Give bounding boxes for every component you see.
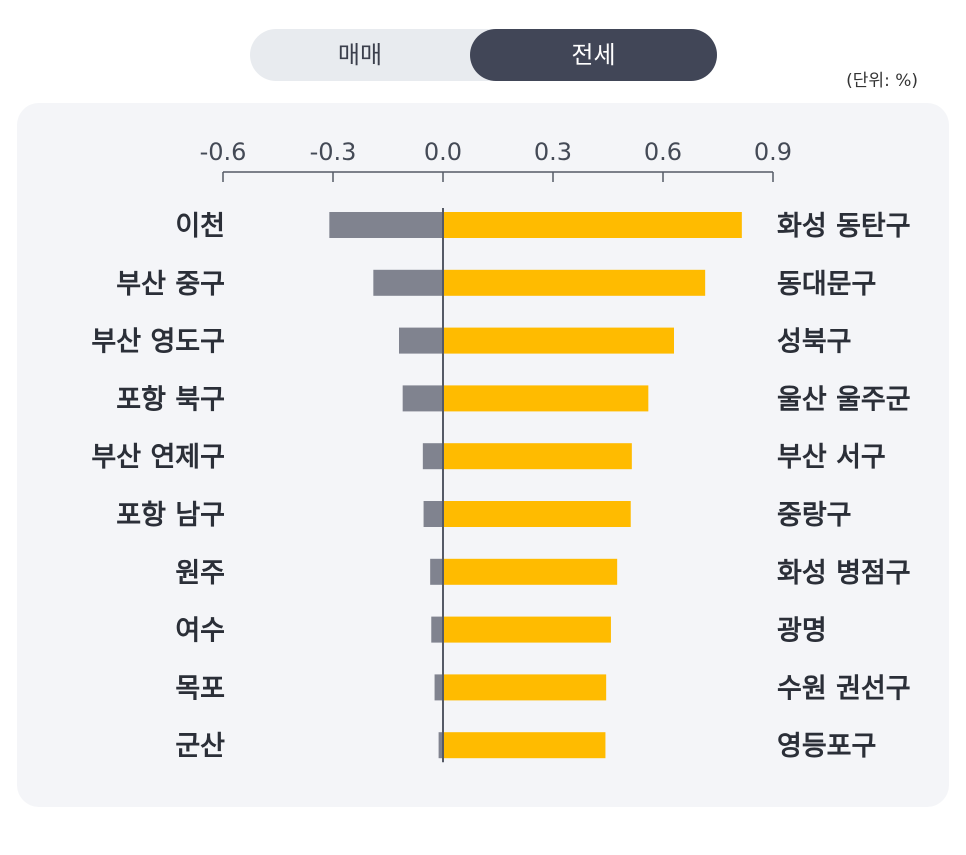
toggle-option-jeonse[interactable]: 전세 — [470, 29, 717, 81]
bar-negative — [423, 501, 443, 527]
bar-negative — [399, 327, 443, 354]
bar-negative — [431, 616, 443, 643]
category-label-left: 원주 — [175, 558, 225, 589]
bar-negative — [329, 212, 443, 238]
category-label-right: 울산 울주군 — [777, 384, 911, 415]
market-type-toggle: 매매 전세 — [250, 29, 717, 81]
category-label-right: 영등포구 — [777, 731, 876, 762]
category-label-left: 포항 남구 — [116, 500, 225, 531]
category-label-right: 화성 동탄구 — [777, 211, 911, 242]
x-tick-label: 0.3 — [534, 138, 572, 166]
x-tick-label: 0.0 — [424, 138, 462, 166]
category-label-left: 부산 영도구 — [91, 327, 225, 358]
bar-negative — [402, 385, 443, 412]
category-label-left: 이천 — [175, 211, 225, 242]
bar-negative — [434, 674, 443, 701]
category-label-right: 동대문구 — [777, 269, 876, 300]
category-label-right: 부산 서구 — [777, 442, 886, 473]
category-label-left: 부산 연제구 — [91, 442, 225, 473]
x-tick-label: 0.6 — [644, 138, 682, 166]
bar-positive — [443, 269, 706, 296]
bar-negative — [373, 269, 443, 296]
bar-negative — [430, 558, 443, 585]
bar-positive — [443, 674, 607, 701]
category-label-left: 부산 중구 — [116, 269, 225, 300]
bar-positive — [443, 443, 632, 470]
bar-positive — [443, 385, 649, 412]
category-label-right: 수원 권선구 — [777, 673, 911, 704]
bar-positive — [443, 616, 611, 643]
category-label-right: 광명 — [777, 616, 827, 647]
x-tick-label: -0.6 — [200, 138, 247, 166]
unit-label: (단위: %) — [846, 71, 918, 91]
bar-negative — [422, 443, 443, 470]
category-label-right: 화성 병점구 — [777, 558, 911, 589]
category-label-left: 여수 — [175, 616, 225, 647]
bar-positive — [443, 327, 674, 354]
bar-positive — [443, 501, 631, 527]
bar-positive — [443, 212, 742, 238]
category-label-left: 군산 — [175, 731, 225, 762]
bar-negative — [438, 732, 443, 759]
category-label-right: 중랑구 — [777, 500, 852, 531]
bar-positive — [443, 732, 606, 759]
bar-positive — [443, 558, 618, 585]
x-tick-label: 0.9 — [754, 138, 792, 166]
category-label-left: 목포 — [175, 673, 225, 704]
x-tick-label: -0.3 — [310, 138, 357, 166]
toggle-option-sale[interactable]: 매매 — [337, 41, 383, 69]
category-label-left: 포항 북구 — [116, 384, 225, 415]
category-label-right: 성북구 — [777, 327, 852, 358]
